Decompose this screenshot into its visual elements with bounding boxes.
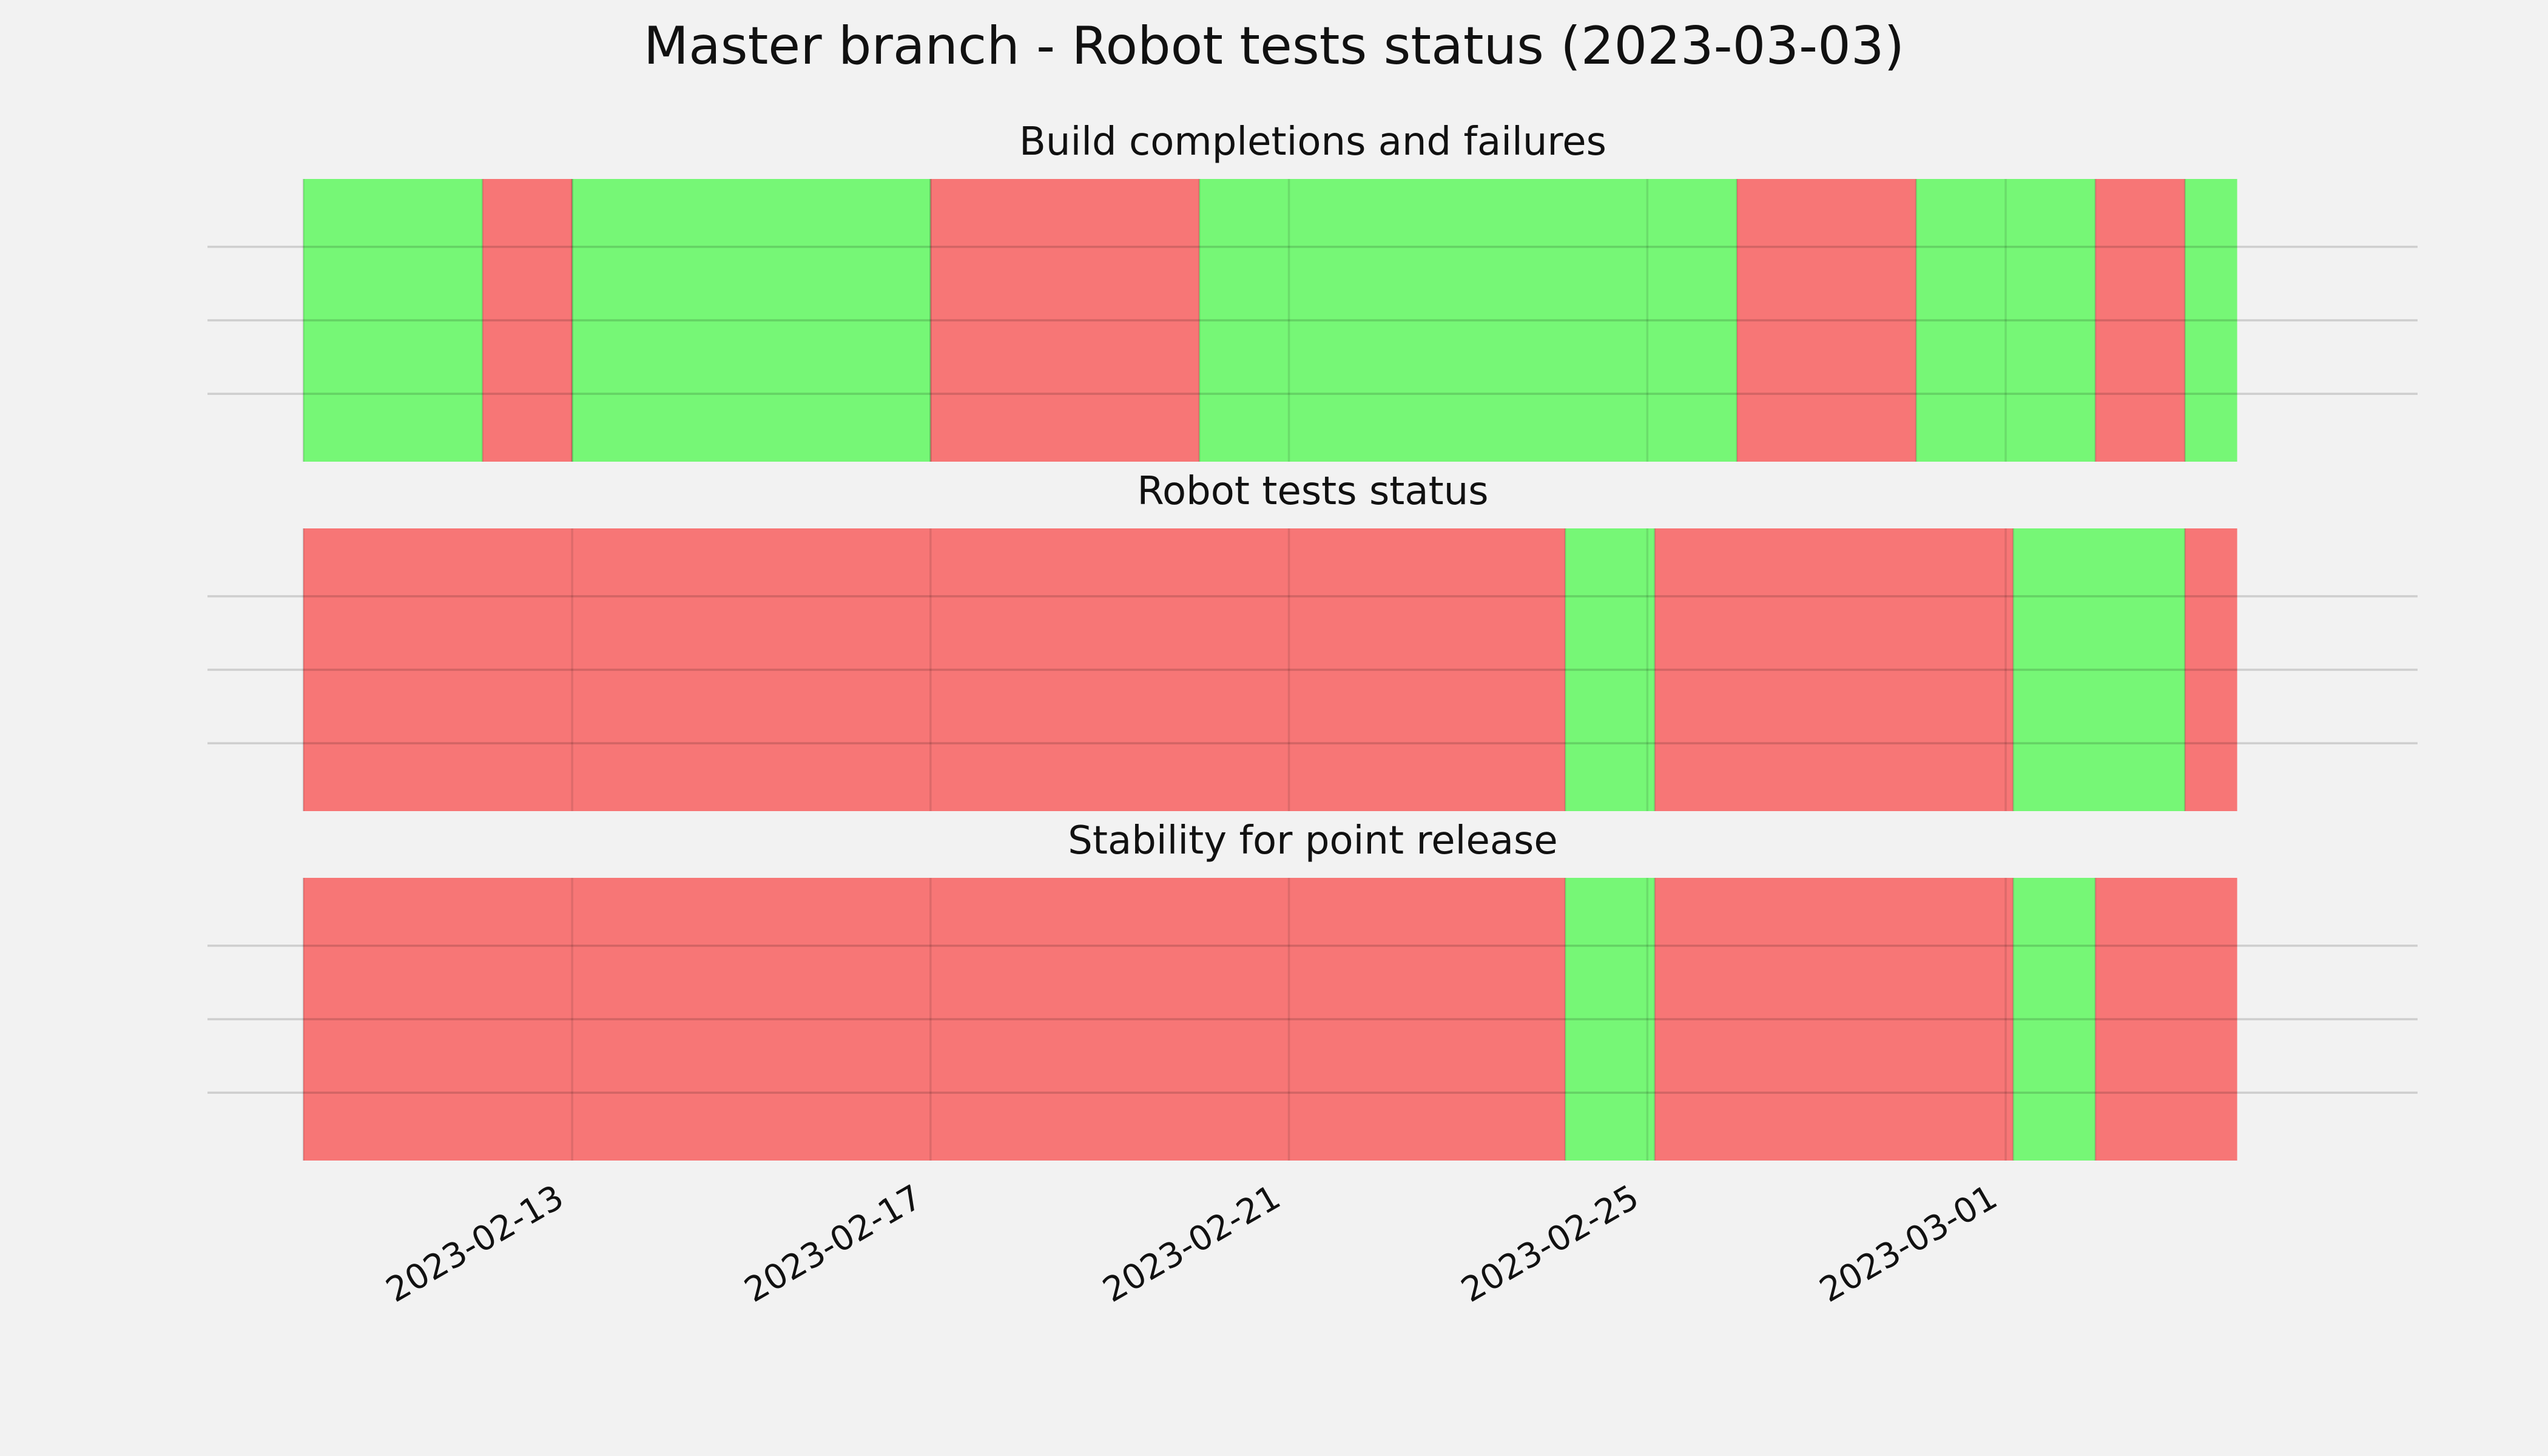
- panel-3: Stability for point release: [207, 818, 2418, 1161]
- status-segment-fail: [2095, 179, 2185, 462]
- panel-1: Build completions and failures: [207, 120, 2418, 462]
- status-segment-pass: [2185, 179, 2237, 462]
- status-segment-fail: [482, 179, 573, 462]
- status-segment-pass: [1916, 179, 2095, 462]
- panel-2: Robot tests status: [207, 469, 2418, 811]
- status-segment-fail: [1654, 528, 2014, 811]
- status-segment-fail: [2095, 878, 2237, 1161]
- status-segment-fail: [1737, 179, 1916, 462]
- status-segment-pass: [1565, 528, 1655, 811]
- panel-title: Robot tests status: [1137, 469, 1488, 514]
- chart-title: Master branch - Robot tests status (2023…: [644, 16, 1904, 76]
- status-segment-pass: [1199, 179, 1737, 462]
- status-segment-pass: [2013, 878, 2095, 1161]
- status-segment-fail: [303, 878, 1565, 1161]
- status-segment-fail: [1654, 878, 2014, 1161]
- status-segment-pass: [572, 179, 931, 462]
- status-segment-pass: [1565, 878, 1655, 1161]
- panel-title: Stability for point release: [1068, 818, 1558, 863]
- status-segment-fail: [2185, 528, 2237, 811]
- status-segment-fail: [303, 528, 1565, 811]
- status-segment-fail: [930, 179, 1199, 462]
- chart-panels: Build completions and failures Robot test…: [207, 120, 2418, 1161]
- panel-title: Build completions and failures: [1019, 120, 1606, 164]
- status-segment-pass: [2013, 528, 2185, 811]
- status-segment-pass: [303, 179, 483, 462]
